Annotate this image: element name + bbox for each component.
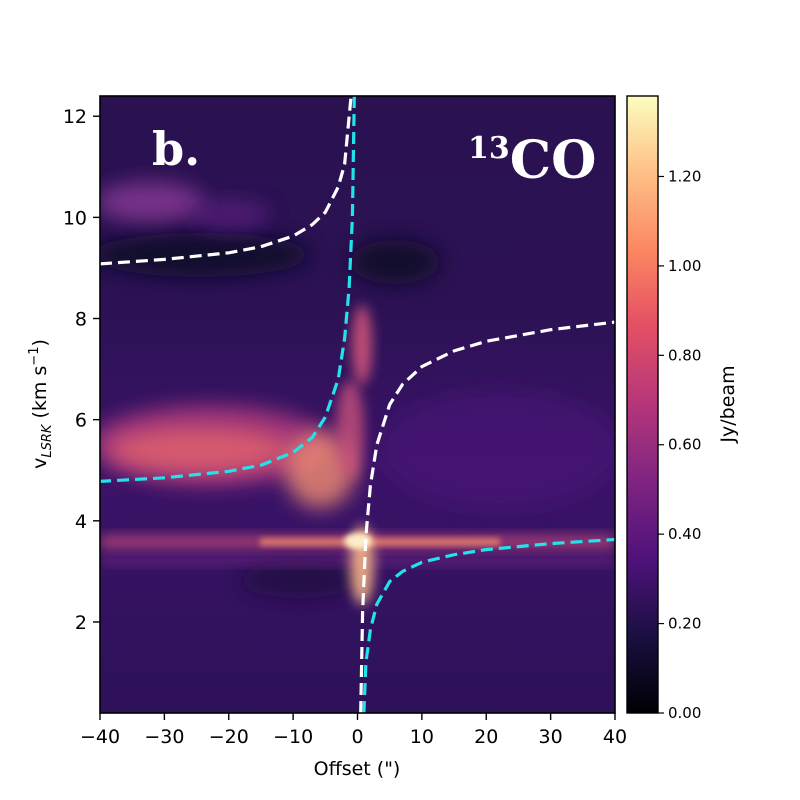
x-axis-label: Offset (") — [314, 758, 401, 780]
dark-region-upper-left — [100, 233, 310, 277]
rotation-curve-3 — [359, 320, 615, 713]
species-molecule: CO — [510, 130, 597, 191]
rotation-curve-1 — [100, 96, 353, 266]
colorbar-tick-label: 0.00 — [668, 704, 701, 722]
blue-lobe-inner — [110, 428, 290, 472]
upper-faint-emission — [100, 182, 205, 222]
y-axis-label: vLSRK (km s−1) — [27, 339, 55, 469]
colorbar-tick-label: 0.80 — [668, 346, 701, 364]
y-label-exponent: −1 — [27, 347, 42, 366]
central-spike-mid — [336, 380, 364, 480]
colorbar-tick-label: 0.40 — [668, 525, 701, 543]
rotation-curve-4 — [362, 537, 615, 713]
y-tick-label: 4 — [75, 511, 87, 533]
x-tick-label: 40 — [603, 726, 627, 748]
y-label-close: ) — [29, 339, 51, 346]
x-tick-label: 10 — [410, 726, 434, 748]
x-tick-label: 30 — [539, 726, 563, 748]
x-axis-ticks: −40 −30 −20 −10 0 10 20 30 40 — [80, 713, 627, 748]
y-axis-ticks: 2 4 6 8 10 12 — [63, 106, 100, 634]
emission-structures — [100, 182, 615, 605]
rotation-curves — [100, 96, 615, 713]
heatmap-plot-area — [100, 96, 615, 713]
y-tick-label: 12 — [63, 106, 87, 128]
dark-region-lower — [240, 562, 360, 598]
upper-faint-emission-2 — [190, 200, 270, 230]
y-tick-label: 6 — [75, 410, 87, 432]
x-tick-label: −40 — [80, 726, 120, 748]
colorbar-tick-label: 0.60 — [668, 436, 701, 454]
dark-region-upper-right — [350, 240, 440, 284]
colorbar-tick-label: 0.20 — [668, 615, 701, 633]
rotation-curve-2 — [100, 96, 356, 483]
colorbar-tick-label: 1.20 — [668, 167, 701, 185]
y-label-suffix: (km s — [29, 366, 51, 425]
mid-right-glow — [380, 390, 615, 510]
species-label: 13CO — [468, 130, 596, 191]
horizontal-band-core — [260, 538, 500, 546]
colorbar-ticks: 0.00 0.20 0.40 0.60 0.80 1.00 1.20 — [658, 167, 701, 722]
y-label-main: v — [29, 458, 51, 469]
colorbar: 0.00 0.20 0.40 0.60 0.80 1.00 1.20 Jy/beam — [626, 95, 739, 722]
y-tick-label: 8 — [75, 309, 87, 331]
y-label-subscript: LSRK — [40, 423, 55, 458]
x-tick-label: 20 — [474, 726, 498, 748]
panel-letter: b. — [152, 122, 200, 176]
x-tick-label: 0 — [351, 726, 363, 748]
colorbar-gradient — [626, 95, 659, 714]
colorbar-tick-label: 1.00 — [668, 257, 701, 275]
y-tick-label: 10 — [63, 207, 87, 229]
central-spike-upper — [352, 305, 372, 385]
x-tick-label: −20 — [209, 726, 249, 748]
colorbar-label: Jy/beam — [717, 365, 739, 443]
species-isotope-superscript: 13 — [468, 131, 510, 166]
x-tick-label: −10 — [273, 726, 313, 748]
y-tick-label: 2 — [75, 612, 87, 634]
central-peak — [344, 533, 372, 549]
x-tick-label: −30 — [144, 726, 184, 748]
